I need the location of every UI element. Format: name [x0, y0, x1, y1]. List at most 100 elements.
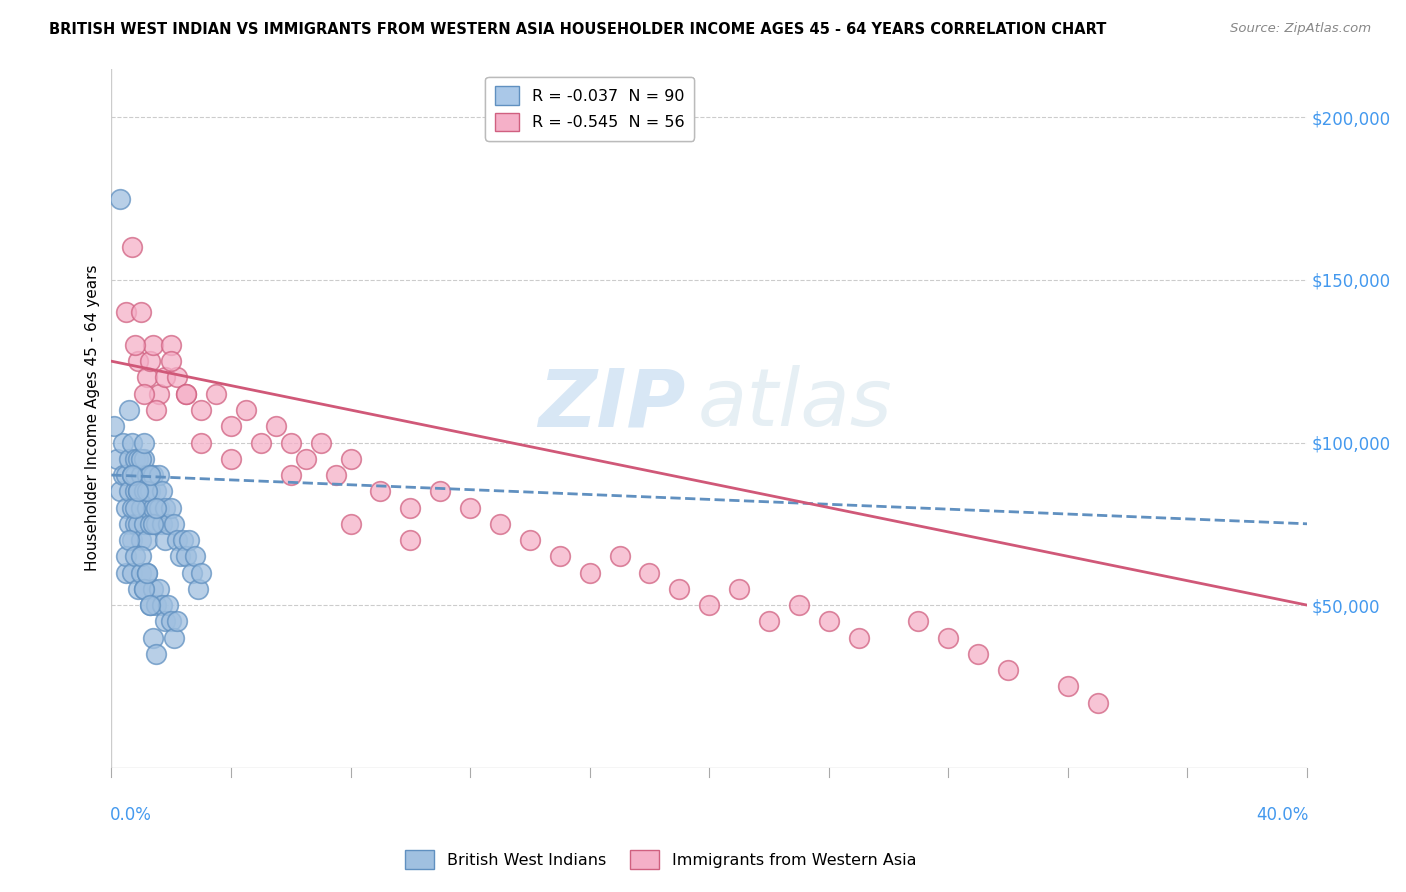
Point [136, 484, 159, 499]
Point [139, 484, 162, 499]
Point [172, 533, 194, 547]
Point [142, 516, 165, 531]
Legend: R = -0.037  N = 90, R = -0.545  N = 56: R = -0.037 N = 90, R = -0.545 N = 56 [485, 77, 695, 141]
Point [250, 435, 273, 450]
Point [728, 582, 751, 596]
Point [145, 403, 167, 417]
Point [145, 598, 167, 612]
Point [148, 500, 170, 515]
Point [145, 516, 167, 531]
Point [127, 354, 149, 368]
Point [103, 419, 125, 434]
Point [118, 403, 141, 417]
Point [150, 516, 173, 531]
Point [155, 615, 177, 629]
Point [787, 598, 810, 612]
Point [121, 435, 143, 450]
Point [187, 582, 209, 596]
Point [110, 484, 132, 499]
Point [967, 647, 990, 661]
Point [124, 468, 146, 483]
Point [174, 549, 197, 564]
Point [325, 468, 347, 483]
Point [121, 468, 143, 483]
Point [129, 305, 152, 319]
Point [142, 338, 165, 352]
Point [134, 484, 156, 499]
Point [155, 533, 177, 547]
Point [142, 468, 165, 483]
Point [638, 566, 661, 580]
Point [115, 566, 138, 580]
Point [1057, 680, 1080, 694]
Point [142, 582, 165, 596]
Point [148, 468, 170, 483]
Point [160, 615, 183, 629]
Point [129, 566, 152, 580]
Point [136, 533, 159, 547]
Point [458, 500, 481, 515]
Point [124, 549, 146, 564]
Point [118, 533, 141, 547]
Point [121, 500, 143, 515]
Point [219, 419, 242, 434]
Point [145, 647, 167, 661]
Point [339, 516, 361, 531]
Point [163, 516, 186, 531]
Point [166, 533, 188, 547]
Point [997, 663, 1019, 677]
Point [115, 305, 138, 319]
Point [124, 484, 146, 499]
Point [169, 549, 191, 564]
Point [817, 615, 839, 629]
Point [148, 386, 170, 401]
Point [121, 468, 143, 483]
Point [190, 435, 212, 450]
Point [121, 533, 143, 547]
Point [139, 468, 162, 483]
Point [219, 451, 242, 466]
Point [121, 240, 143, 254]
Point [370, 484, 392, 499]
Point [609, 549, 631, 564]
Point [142, 500, 165, 515]
Point [157, 516, 180, 531]
Text: BRITISH WEST INDIAN VS IMMIGRANTS FROM WESTERN ASIA HOUSEHOLDER INCOME AGES 45 -: BRITISH WEST INDIAN VS IMMIGRANTS FROM W… [49, 22, 1107, 37]
Point [118, 516, 141, 531]
Point [174, 386, 197, 401]
Point [548, 549, 571, 564]
Point [190, 403, 212, 417]
Point [174, 386, 197, 401]
Point [129, 500, 152, 515]
Point [181, 566, 204, 580]
Point [127, 516, 149, 531]
Point [134, 451, 156, 466]
Point [129, 549, 152, 564]
Point [399, 500, 422, 515]
Point [668, 582, 690, 596]
Text: Source: ZipAtlas.com: Source: ZipAtlas.com [1230, 22, 1371, 36]
Point [124, 516, 146, 531]
Point [124, 500, 146, 515]
Point [115, 468, 138, 483]
Point [134, 582, 156, 596]
Point [294, 451, 316, 466]
Point [139, 598, 162, 612]
Point [264, 419, 287, 434]
Point [115, 500, 138, 515]
Point [127, 484, 149, 499]
Point [136, 500, 159, 515]
Point [578, 566, 600, 580]
Point [160, 500, 183, 515]
Point [129, 451, 152, 466]
Point [139, 598, 162, 612]
Point [139, 516, 162, 531]
Point [160, 338, 183, 352]
Point [758, 615, 780, 629]
Point [399, 533, 422, 547]
Point [148, 582, 170, 596]
Point [179, 533, 201, 547]
Point [489, 516, 512, 531]
Point [139, 354, 162, 368]
Point [127, 451, 149, 466]
